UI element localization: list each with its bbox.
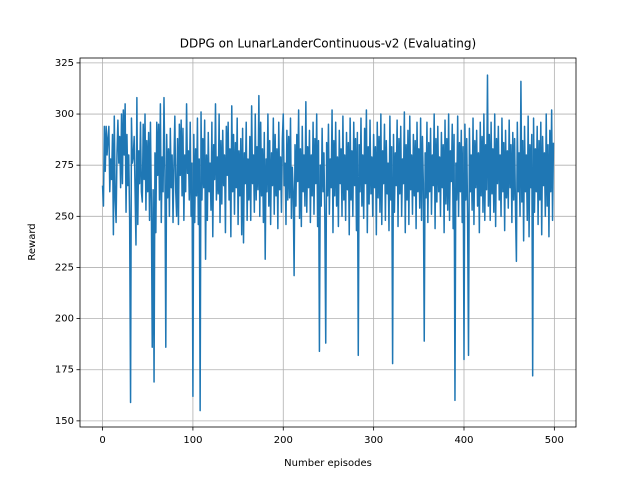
x-tick-label: 100 — [183, 435, 202, 446]
y-tick-label: 150 — [55, 416, 74, 427]
x-tick-label: 400 — [454, 435, 473, 446]
data-line — [101, 74, 555, 412]
x-tick-label: 0 — [99, 435, 105, 446]
y-axis-label: Reward — [27, 223, 38, 260]
x-tick-label: 500 — [545, 435, 564, 446]
x-tick-label: 300 — [364, 435, 383, 446]
y-tick-label: 175 — [55, 365, 74, 376]
y-tick-label: 300 — [55, 109, 74, 120]
plot-frame — [79, 57, 577, 428]
chart-title: DDPG on LunarLanderContinuous-v2 (Evalua… — [180, 37, 476, 51]
y-tick-label: 200 — [55, 314, 74, 325]
y-tick-label: 250 — [55, 211, 74, 222]
x-tick-label: 200 — [274, 435, 293, 446]
y-tick-label: 275 — [55, 160, 74, 171]
y-tick-label: 225 — [55, 262, 74, 273]
y-tick-label: 325 — [55, 58, 74, 69]
x-axis-label: Number episodes — [284, 458, 372, 469]
